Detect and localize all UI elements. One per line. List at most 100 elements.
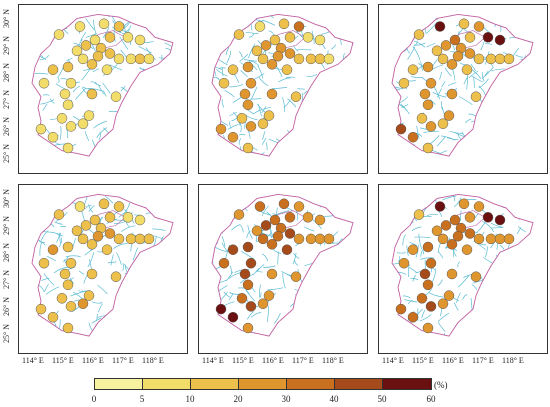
province-border (31, 13, 174, 157)
province-border (211, 193, 354, 337)
colorbar-segment (142, 378, 191, 390)
colorbar-segment (286, 378, 335, 390)
map-svg-a (31, 13, 174, 157)
lat-label: 26° N (2, 297, 11, 316)
station-marker (254, 201, 266, 212)
station-marker (503, 233, 515, 245)
station-marker (485, 233, 497, 245)
station-marker (407, 64, 419, 75)
colorbar-tick-label: 5 (139, 394, 145, 404)
station-marker (56, 113, 68, 124)
station-marker (422, 279, 434, 291)
station-marker (62, 61, 74, 73)
lat-label: 29° N (2, 36, 11, 55)
station-marker (323, 53, 335, 65)
station-marker (452, 50, 464, 62)
station-marker (443, 290, 455, 301)
station-marker (122, 212, 134, 223)
colorbar-segment (238, 378, 287, 390)
station-marker (449, 214, 461, 226)
lon-label: 118° E (502, 356, 524, 365)
station-marker (239, 268, 251, 280)
station-marker (56, 293, 68, 304)
colorbar-unit: (%) (434, 380, 448, 390)
station-marker (71, 45, 83, 57)
station-marker (314, 53, 326, 65)
station-marker (89, 214, 101, 226)
station-marker (407, 131, 419, 143)
station-marker (113, 233, 125, 245)
station-marker (257, 53, 269, 65)
station-marker (233, 209, 245, 220)
province-border (31, 193, 174, 337)
river-network (32, 194, 173, 337)
station-marker (134, 233, 146, 245)
station-marker (47, 64, 59, 75)
station-marker (422, 99, 434, 111)
station-marker (266, 268, 278, 280)
station-marker (227, 311, 239, 323)
station-marker (395, 123, 407, 135)
station-marker (473, 53, 485, 65)
station-marker (407, 311, 419, 323)
station-marker (101, 244, 113, 255)
station-marker (419, 268, 431, 280)
station-marker (98, 198, 110, 210)
river-network (212, 194, 353, 337)
station-marker (254, 21, 266, 32)
station-marker (473, 21, 485, 32)
map-panel-top-middle (198, 4, 368, 174)
station-marker (425, 257, 437, 269)
lat-label: 28° N (2, 243, 11, 262)
station-marker (104, 228, 116, 239)
station-marker (494, 214, 506, 226)
station-marker (464, 212, 476, 223)
station-marker (104, 212, 116, 223)
station-marker (62, 322, 74, 334)
station-marker (251, 45, 263, 57)
station-marker (470, 91, 482, 102)
station-marker (437, 118, 449, 129)
colorbar-segment (382, 378, 432, 390)
map-panel-top-left (18, 4, 188, 174)
station-marker (65, 77, 77, 89)
province-border (391, 193, 534, 337)
lon-label: 117° E (472, 356, 494, 365)
lon-label: 115° E (52, 356, 74, 365)
station-marker (62, 279, 74, 291)
station-marker (281, 64, 293, 75)
map-svg-f (391, 193, 534, 337)
station-marker (437, 53, 449, 65)
lon-label: 117° E (112, 356, 134, 365)
colorbar-segment (190, 378, 239, 390)
lon-label: 116° E (442, 356, 464, 365)
station-marker (398, 257, 410, 269)
station-marker (134, 214, 146, 226)
station-marker (425, 301, 437, 312)
lon-label: 118° E (142, 356, 164, 365)
station-marker (134, 34, 146, 46)
station-marker (461, 244, 473, 255)
station-marker (38, 257, 50, 269)
station-marker (314, 233, 326, 245)
station-marker (470, 271, 482, 282)
station-marker (53, 209, 65, 220)
station-marker (413, 209, 425, 220)
station-marker (86, 88, 98, 100)
station-marker (80, 40, 92, 51)
station-marker (227, 64, 239, 75)
station-marker (431, 225, 443, 237)
station-marker (62, 142, 74, 154)
station-marker (104, 32, 116, 43)
lon-label: 118° E (322, 356, 344, 365)
lat-label: 30° N (2, 189, 11, 208)
station-marker (284, 48, 296, 59)
station-marker (437, 233, 449, 245)
station-marker (80, 220, 92, 231)
station-marker (422, 241, 434, 253)
station-marker (143, 233, 155, 245)
colorbar-segment (334, 378, 383, 390)
station-marker (125, 53, 137, 65)
station-marker (86, 59, 98, 70)
station-marker (305, 53, 317, 65)
